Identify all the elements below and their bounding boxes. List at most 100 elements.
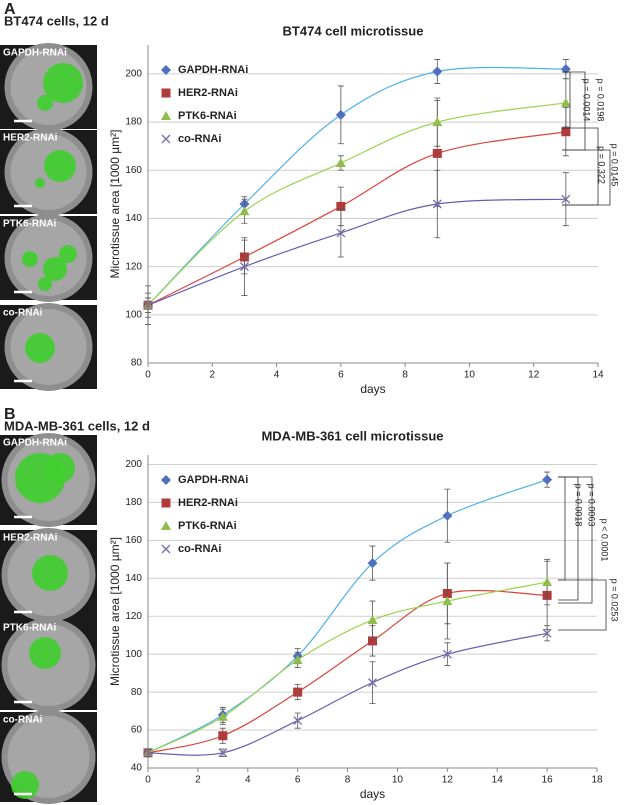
legend-marker (161, 111, 171, 120)
image-label: HER2-RNAi (3, 533, 58, 544)
y-tick-label: 200 (125, 459, 142, 470)
y-tick-label: 180 (125, 117, 142, 128)
marker (442, 649, 452, 659)
y-tick-label: 120 (125, 611, 142, 622)
marker (560, 97, 571, 107)
bracket (558, 476, 593, 604)
marker (143, 300, 153, 310)
x-tick-label: 10 (464, 370, 476, 381)
legend-label: HER2-RNAi (178, 87, 238, 99)
y-tick-label: 140 (125, 213, 142, 224)
x-axis-label: days (360, 787, 385, 801)
y-tick-label: 120 (125, 261, 142, 272)
green-spheroid (11, 771, 39, 799)
marker (239, 206, 250, 216)
x-axis-label: days (360, 382, 385, 396)
marker (542, 474, 553, 485)
legend-label: PTK6-RNAi (178, 110, 237, 122)
marker (432, 66, 443, 77)
trend-line (147, 589, 548, 754)
chart-title: MDA-MB-361 cell microtissue (261, 428, 443, 443)
p-value: p = 0.0253 (610, 579, 620, 622)
green-spheroid (44, 150, 76, 182)
x-tick-label: 2 (210, 370, 216, 381)
marker (335, 109, 346, 120)
green-spheroid (37, 95, 53, 111)
y-tick-label: 80 (131, 358, 143, 369)
marker (368, 636, 377, 646)
marker (561, 127, 571, 137)
marker (367, 615, 378, 625)
legend-label: co-RNAi (178, 543, 221, 555)
y-axis-label: Microtissue area [1000 µm²] (108, 130, 122, 279)
image-label: GAPDH-RNAi (3, 438, 67, 449)
panel-label: B (4, 406, 16, 423)
trend-line (147, 66, 566, 306)
legend-marker (161, 498, 171, 508)
trend-line (147, 581, 548, 754)
green-spheroid (43, 257, 67, 281)
marker (367, 558, 378, 569)
marker (432, 148, 442, 158)
p-value: p = 0.322 (597, 146, 607, 184)
image-label: HER2-RNAi (3, 133, 58, 144)
legend-marker (161, 65, 171, 75)
x-tick-label: 8 (402, 370, 408, 381)
legend-label: PTK6-RNAi (178, 520, 237, 532)
bracket (558, 476, 566, 581)
p-value: p = 0.0198 (596, 79, 606, 122)
marker (442, 596, 453, 606)
x-tick-label: 0 (145, 775, 151, 786)
marker (432, 199, 442, 209)
y-axis-label: Microtissue area [1000 µm²] (108, 537, 122, 686)
x-tick-label: 14 (492, 775, 504, 786)
marker (218, 748, 228, 758)
y-tick-label: 180 (125, 497, 142, 508)
x-tick-label: 4 (245, 775, 251, 786)
image-label: PTK6-RNAi (3, 219, 57, 230)
marker (293, 716, 303, 726)
image-label: co-RNAi (3, 308, 43, 319)
marker (368, 678, 377, 688)
green-spheroid (43, 63, 83, 103)
marker (293, 687, 303, 697)
green-spheroid (35, 178, 45, 188)
marker (432, 117, 443, 127)
x-tick-label: 4 (274, 370, 280, 381)
green-spheroid (38, 277, 52, 291)
caption: BT474 cells, 12 d (4, 13, 109, 28)
legend-marker (161, 88, 171, 98)
caption: MDA-MB-361 cells, 12 d (4, 418, 150, 433)
x-tick-label: 6 (295, 775, 301, 786)
well-inner (10, 220, 87, 296)
marker (336, 201, 346, 211)
p-value: p < 0.0001 (600, 519, 610, 562)
marker (335, 158, 346, 168)
green-spheroid (32, 555, 68, 591)
y-tick-label: 160 (125, 535, 142, 546)
legend-marker (161, 475, 171, 485)
trend-line (147, 632, 548, 756)
y-tick-label: 140 (125, 573, 142, 584)
legend-marker (161, 134, 171, 144)
green-spheroid (29, 637, 61, 669)
x-tick-label: 18 (591, 775, 603, 786)
x-tick-label: 14 (592, 370, 604, 381)
x-tick-label: 16 (542, 775, 554, 786)
legend-label: GAPDH-RNAi (178, 474, 248, 486)
y-tick-label: 60 (131, 725, 143, 736)
marker (560, 64, 571, 75)
legend-marker (161, 521, 171, 530)
image-label: GAPDH-RNAi (3, 48, 67, 59)
marker (218, 731, 228, 741)
panel-label: A (4, 1, 16, 18)
x-tick-label: 2 (195, 775, 201, 786)
p-value: p = 0.0014 (582, 79, 592, 122)
chart-title: BT474 cell microtissue (283, 23, 424, 38)
green-spheroid (25, 333, 55, 363)
legend-label: HER2-RNAi (178, 497, 238, 509)
green-spheroid (22, 251, 38, 267)
y-tick-label: 80 (131, 687, 143, 698)
bracket (562, 149, 611, 206)
